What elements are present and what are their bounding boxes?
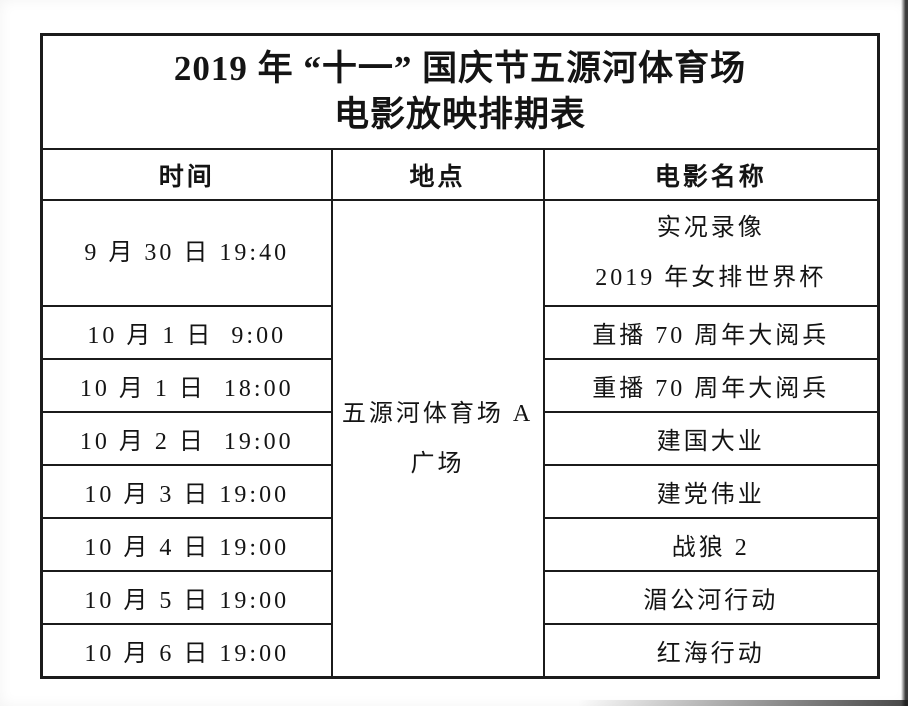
title-line-2: 电影放映排期表 xyxy=(334,95,587,134)
time-cell-oct5: 10 月 5 日 19:00 xyxy=(40,570,333,625)
title-row: 2019 年 “十一” 国庆节五源河体育场 电影放映排期表 xyxy=(40,33,880,150)
location-line-1: 五源河体育场 A xyxy=(341,400,534,427)
location-cell: 五源河体育场 A 广场 xyxy=(330,199,545,679)
movie-cell-oct4: 战狼 2 xyxy=(542,517,880,572)
time-cell-sep30: 9 月 30 日 19:40 xyxy=(40,199,333,307)
time-cell-oct4: 10 月 4 日 19:00 xyxy=(40,517,333,572)
table-row: 10 月 1 日 18:00 重播 70 周年大阅兵 xyxy=(40,358,880,413)
movie-cell-oct1-evening: 重播 70 周年大阅兵 xyxy=(542,358,880,413)
table-row: 10 月 1 日 9:00 直播 70 周年大阅兵 xyxy=(40,305,880,360)
table-title-cell: 2019 年 “十一” 国庆节五源河体育场 电影放映排期表 xyxy=(40,33,880,150)
movie-line-2: 2019 年女排世界杯 xyxy=(595,265,827,291)
column-header-location: 地点 xyxy=(330,148,545,201)
time-cell-oct1-morning: 10 月 1 日 9:00 xyxy=(40,305,333,360)
table-row: 10 月 6 日 19:00 红海行动 xyxy=(40,623,880,679)
column-header-movie: 电影名称 xyxy=(542,148,880,201)
table-row: 9 月 30 日 19:40 五源河体育场 A 广场 实况录像 2019 年女排… xyxy=(40,199,880,679)
table-row: 10 月 2 日 19:00 建国大业 xyxy=(40,411,880,466)
table-row: 10 月 4 日 19:00 战狼 2 xyxy=(40,517,880,572)
column-header-time: 时间 xyxy=(40,148,333,201)
movie-line-1: 实况录像 xyxy=(656,215,765,241)
movie-cell-oct3: 建党伟业 xyxy=(542,464,880,519)
movie-cell-oct1-morning: 直播 70 周年大阅兵 xyxy=(542,305,880,360)
movie-cell-oct6: 红海行动 xyxy=(542,623,880,679)
movie-cell-sep30: 实况录像 2019 年女排世界杯 xyxy=(542,199,880,307)
table-row: 10 月 5 日 19:00 湄公河行动 xyxy=(40,570,880,625)
movie-cell-oct2: 建国大业 xyxy=(542,411,880,466)
movie-cell-oct5: 湄公河行动 xyxy=(542,570,880,625)
time-cell-oct2: 10 月 2 日 19:00 xyxy=(40,411,333,466)
movie-schedule-table: 2019 年 “十一” 国庆节五源河体育场 电影放映排期表 时间 地点 电影名称… xyxy=(40,33,881,679)
image-edge-shadow-bottom xyxy=(578,700,908,706)
time-cell-oct3: 10 月 3 日 19:00 xyxy=(40,464,333,519)
location-line-2: 广场 xyxy=(410,450,465,477)
table-row: 10 月 3 日 19:00 建党伟业 xyxy=(40,464,880,519)
time-cell-oct1-evening: 10 月 1 日 18:00 xyxy=(40,358,333,413)
header-row: 时间 地点 电影名称 xyxy=(40,148,880,201)
image-edge-shadow-right xyxy=(901,0,908,706)
time-cell-oct6: 10 月 6 日 19:00 xyxy=(40,623,333,679)
title-line-1: 2019 年 “十一” 国庆节五源河体育场 xyxy=(173,49,747,88)
